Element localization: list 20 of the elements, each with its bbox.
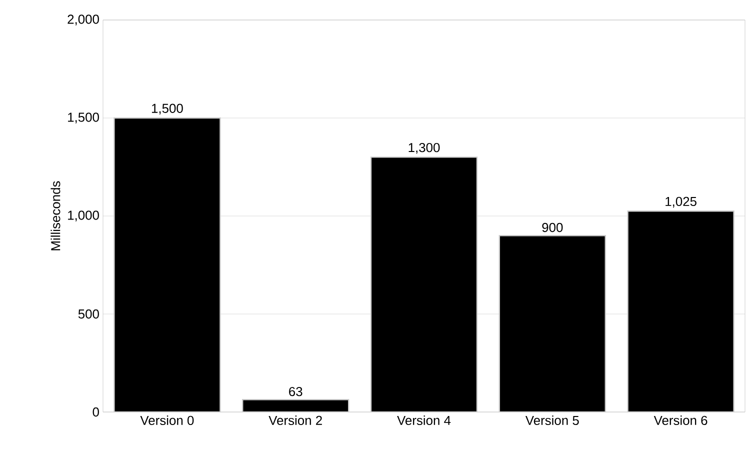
data-label: 900 xyxy=(542,222,563,232)
bar xyxy=(499,236,606,412)
bar xyxy=(371,157,478,412)
data-label: 1,300 xyxy=(408,142,440,154)
bar xyxy=(114,118,220,412)
bar xyxy=(627,210,734,412)
y-axis-title: Milliseconds xyxy=(50,181,60,250)
y-tick-label: 2,000 xyxy=(68,14,99,26)
data-label: 1,025 xyxy=(666,196,696,208)
data-label: 63 xyxy=(289,386,302,396)
y-tick-label: 1,500 xyxy=(68,112,99,124)
y-tick-label: 1,000 xyxy=(68,210,99,222)
x-tick-label: Version 0 xyxy=(140,416,194,426)
x-tick-label: Version 5 xyxy=(525,416,579,426)
x-tick-label: Version 2 xyxy=(268,416,322,426)
y-tick-label: 500 xyxy=(78,309,99,319)
y-tick-label: 0 xyxy=(92,407,99,417)
x-tick-label: Version 4 xyxy=(397,416,451,426)
data-label: 1,500 xyxy=(152,104,183,114)
x-tick-label: Version 6 xyxy=(654,416,708,426)
